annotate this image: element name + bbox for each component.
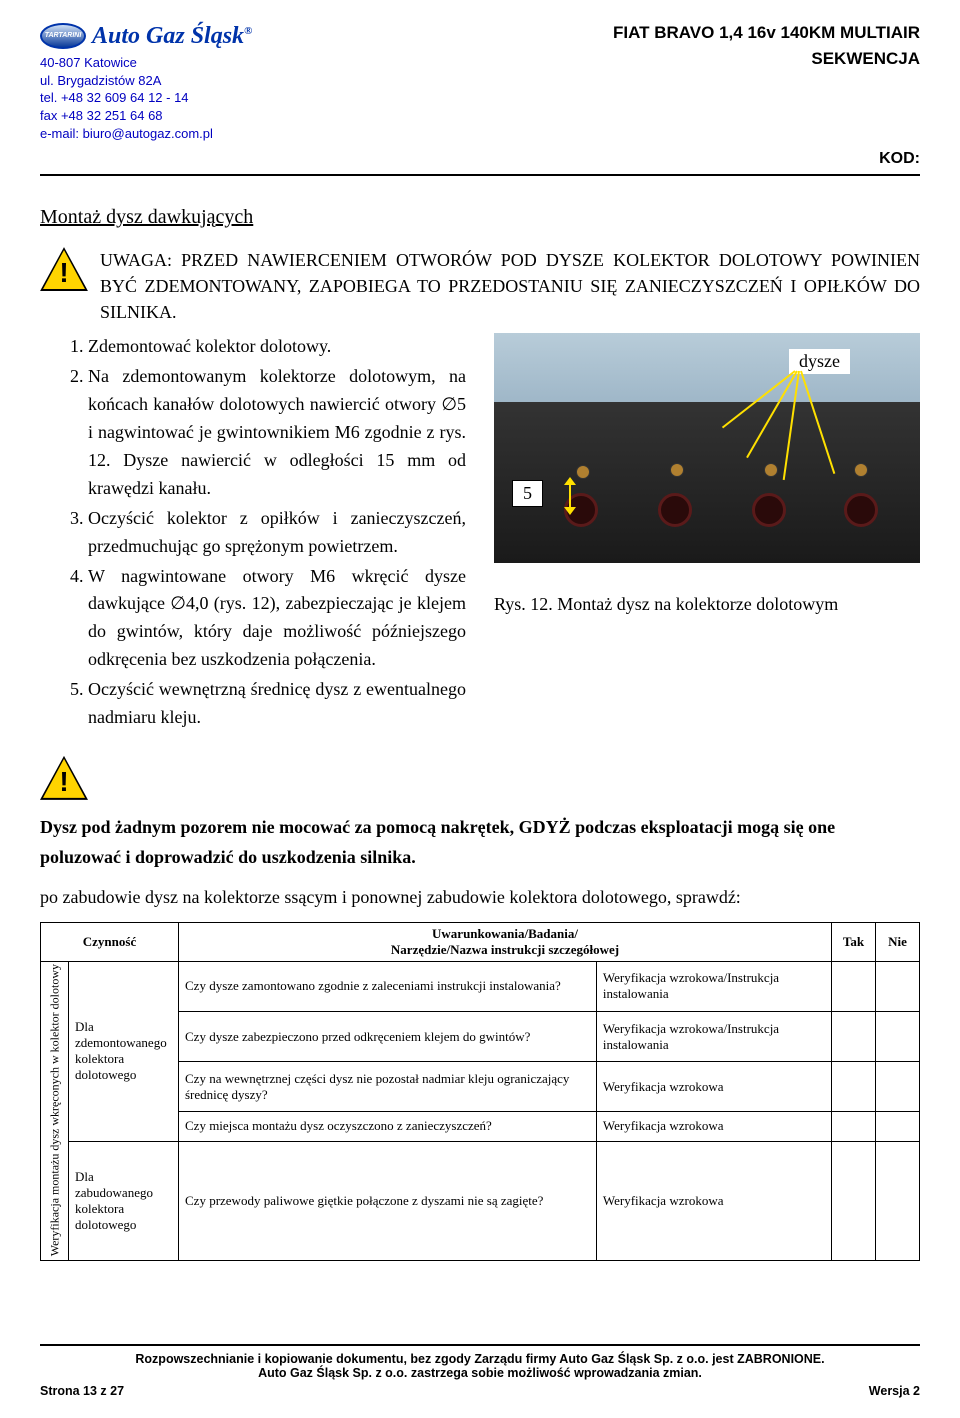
footer-line-1: Rozpowszechnianie i kopiowanie dokumentu… [40, 1352, 920, 1366]
dimension-arrow-icon [560, 479, 580, 513]
a-cell: Weryfikacja wzrokowa [596, 1141, 831, 1260]
figure-12: dysze 5 [494, 333, 920, 618]
warning-icon: ! [40, 756, 90, 802]
step-3: Oczyścić kolektor z opiłków i zanieczysz… [88, 505, 466, 561]
logo-reg-icon: ® [244, 25, 252, 37]
figure-label-5: 5 [512, 480, 543, 507]
footer-row: Strona 13 z 27 Wersja 2 [40, 1384, 920, 1398]
nie-cell [876, 1141, 920, 1260]
step-4: W nagwintowane otwory M6 wkręcić dysze d… [88, 563, 466, 675]
tel-line: tel. +48 32 609 64 12 - 14 [40, 89, 252, 107]
nie-cell [876, 1011, 920, 1061]
address-line-1: 40-807 Katowice [40, 54, 252, 72]
q-cell: Czy dysze zamontowano zgodnie z zaleceni… [179, 961, 597, 1011]
warning-block-2: ! Dysz pod żadnym pozorem nie mocować za… [40, 756, 920, 912]
warning2-bold: Dysz pod żadnym pozorem nie mocować za p… [40, 812, 920, 873]
th-czynnosc: Czynność [41, 922, 179, 961]
hole-icon [752, 493, 786, 527]
two-column-layout: Zdemontować kolektor dolotowy. Na zdemon… [40, 333, 920, 733]
doc-title-2: SEKWENCJA [613, 46, 920, 72]
th-uwar-2: Narzędzie/Nazwa instrukcji szczegółowej [185, 942, 825, 958]
logo-text: Auto Gaz Śląsk® [92, 20, 252, 52]
th-tak: Tak [832, 922, 876, 961]
step-5: Oczyścić wewnętrzną średnicę dysz z ewen… [88, 676, 466, 732]
email-line: e-mail: biuro@autogaz.com.pl [40, 125, 252, 143]
th-uwar-1: Uwarunkowania/Badania/ [185, 926, 825, 942]
hole-icon [844, 493, 878, 527]
table-header-row: Czynność Uwarunkowania/Badania/ Narzędzi… [41, 922, 920, 961]
steps-list: Zdemontować kolektor dolotowy. Na zdemon… [40, 333, 466, 731]
a-cell: Weryfikacja wzrokowa/Instrukcja instalow… [596, 961, 831, 1011]
footer-page: Strona 13 z 27 [40, 1384, 124, 1398]
table-row: Dla zabudowanego kolektora dolotowego Cz… [41, 1141, 920, 1260]
doc-title-block: FIAT BRAVO 1,4 16v 140KM MULTIAIR SEKWEN… [613, 20, 920, 142]
page-header: TARTARINI Auto Gaz Śląsk® 40-807 Katowic… [40, 20, 920, 142]
header-divider [40, 174, 920, 176]
hole-icon [658, 493, 692, 527]
figure-column: dysze 5 [494, 333, 920, 733]
steps-column: Zdemontować kolektor dolotowy. Na zdemon… [40, 333, 466, 733]
th-uwar: Uwarunkowania/Badania/ Narzędzie/Nazwa i… [179, 922, 832, 961]
tak-cell [832, 961, 876, 1011]
page-footer: Rozpowszechnianie i kopiowanie dokumentu… [40, 1344, 920, 1398]
port-icon [854, 463, 868, 477]
a-cell: Weryfikacja wzrokowa/Instrukcja instalow… [596, 1011, 831, 1061]
fax-line: fax +48 32 251 64 68 [40, 107, 252, 125]
port-icon [670, 463, 684, 477]
warning-block-1: ! UWAGA: PRZED NAWIERCENIEM OTWORÓW POD … [40, 247, 920, 325]
nie-cell [876, 961, 920, 1011]
footer-line-2: Auto Gaz Śląsk Sp. z o.o. zastrzega sobi… [40, 1366, 920, 1380]
a-cell: Weryfikacja wzrokowa [596, 1112, 831, 1142]
nie-cell [876, 1062, 920, 1112]
footer-version: Wersja 2 [869, 1384, 920, 1398]
logo-row: TARTARINI Auto Gaz Śląsk® [40, 20, 252, 52]
step-1: Zdemontować kolektor dolotowy. [88, 333, 466, 361]
kod-label: KOD: [40, 150, 920, 168]
a-cell: Weryfikacja wzrokowa [596, 1062, 831, 1112]
vert-label: Weryfikacja montażu dysz wkręconych w ko… [41, 961, 69, 1260]
tak-cell [832, 1011, 876, 1061]
logo-text-inner: Auto Gaz Śląsk [92, 23, 244, 49]
tak-cell [832, 1141, 876, 1260]
port-icon [576, 465, 590, 479]
q-cell: Czy miejsca montażu dysz oczyszczono z z… [179, 1112, 597, 1142]
q-cell: Czy na wewnętrznej części dysz nie pozos… [179, 1062, 597, 1112]
port-icon [764, 463, 778, 477]
group1-label: Dla zdemontowanego kolektora dolotowego [69, 961, 179, 1141]
figure-caption: Rys. 12. Montaż dysz na kolektorze dolot… [494, 591, 920, 618]
footer-divider [40, 1344, 920, 1346]
q-cell: Czy dysze zabezpieczono przed odkręcenie… [179, 1011, 597, 1061]
group2-label: Dla zabudowanego kolektora dolotowego [69, 1141, 179, 1260]
tak-cell [832, 1112, 876, 1142]
pointer-line-icon [722, 371, 796, 429]
warning-text: UWAGA: PRZED NAWIERCENIEM OTWORÓW POD DY… [100, 247, 920, 325]
address-line-2: ul. Brygadzistów 82A [40, 72, 252, 90]
warning-icon: ! [40, 247, 90, 293]
nie-cell [876, 1112, 920, 1142]
tak-cell [832, 1062, 876, 1112]
section-title: Montaż dysz dawkujących [40, 206, 920, 229]
step-2: Na zdemontowanym kolektorze dolotowym, n… [88, 363, 466, 502]
logo-icon: TARTARINI [40, 23, 86, 49]
table-row: Weryfikacja montażu dysz wkręconych w ko… [41, 961, 920, 1011]
checklist-table: Czynność Uwarunkowania/Badania/ Narzędzi… [40, 922, 920, 1261]
doc-title-1: FIAT BRAVO 1,4 16v 140KM MULTIAIR [613, 20, 920, 46]
figure-image: dysze 5 [494, 333, 920, 563]
pointer-line-icon [746, 371, 798, 459]
company-block: TARTARINI Auto Gaz Śląsk® 40-807 Katowic… [40, 20, 252, 142]
pointer-line-icon [800, 371, 835, 474]
th-nie: Nie [876, 922, 920, 961]
q-cell: Czy przewody paliwowe giętkie połączone … [179, 1141, 597, 1260]
warning2-reg: po zabudowie dysz na kolektorze ssącym i… [40, 883, 920, 912]
